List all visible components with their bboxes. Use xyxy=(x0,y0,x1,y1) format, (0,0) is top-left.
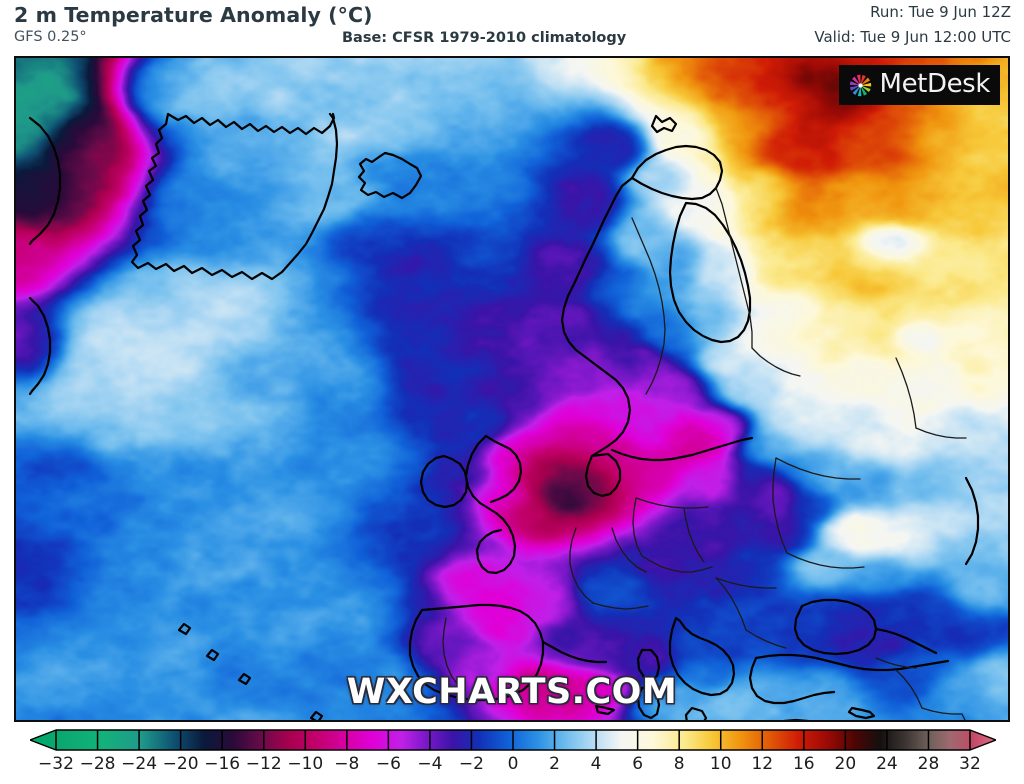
colorbar-tick-labels: −32 −28 −24 −20 −16 −12 −10 −8 −6 −4 −2 0 2 4 6 8 10 12 16… xyxy=(0,754,1024,780)
colorbar-tick-label: −10 xyxy=(287,754,324,774)
colorbar-tick-label: 28 xyxy=(917,754,940,774)
colorbar-tick-label: −32 xyxy=(38,754,74,774)
colorbar-tick-label: 24 xyxy=(876,754,898,774)
colorbar-tick-label: −24 xyxy=(121,754,158,774)
colorbar-tick-label: 16 xyxy=(792,754,815,774)
colorbar-tick-label: 20 xyxy=(834,754,857,774)
colorbar-tick-label: −8 xyxy=(334,754,360,774)
colorbar-tick-label: −6 xyxy=(375,754,401,774)
colorbar-tick-label: 10 xyxy=(709,754,732,774)
pinwheel-icon xyxy=(849,74,871,96)
colorbar-tick-label: −16 xyxy=(204,754,241,774)
colorbar-tick-label: 12 xyxy=(751,754,774,774)
model-label: GFS 0.25° xyxy=(14,29,87,45)
colorbar-gradient xyxy=(30,728,996,752)
page-title: 2 m Temperature Anomaly (°C) xyxy=(14,3,373,27)
baseline-label: Base: CFSR 1979-2010 climatology xyxy=(342,30,627,46)
colorbar-tick-label: 0 xyxy=(507,754,519,774)
colorbar-tick-label: 2 xyxy=(549,754,560,774)
colorbar-tick-label: 6 xyxy=(632,754,644,774)
run-time-label: Run: Tue 9 Jun 12Z xyxy=(870,3,1011,21)
temperature-anomaly-raster xyxy=(16,58,1008,720)
colorbar-tick-label: −2 xyxy=(458,754,484,774)
colorbar-tick-label: −28 xyxy=(79,754,116,774)
colorbar-tick-label: −20 xyxy=(162,754,199,774)
colorbar: −32 −28 −24 −20 −16 −12 −10 −8 −6 −4 −2 0 2 4 6 8 10 12 16… xyxy=(0,724,1024,784)
valid-time-label: Valid: Tue 9 Jun 12:00 UTC xyxy=(814,28,1011,46)
colorbar-tick-label: −4 xyxy=(417,754,443,774)
chart-header: 2 m Temperature Anomaly (°C) GFS 0.25° B… xyxy=(0,0,1024,52)
colorbar-tick-label: −12 xyxy=(245,754,282,774)
anomaly-map[interactable]: WXCHARTS.COM MetDesk xyxy=(14,56,1010,722)
metdesk-logo-text: MetDesk xyxy=(879,69,991,99)
colorbar-tick-label: 4 xyxy=(590,754,602,774)
metdesk-logo[interactable]: MetDesk xyxy=(838,65,1000,105)
colorbar-tick-label: 8 xyxy=(673,754,685,774)
colorbar-tick-label: 32 xyxy=(959,754,981,774)
